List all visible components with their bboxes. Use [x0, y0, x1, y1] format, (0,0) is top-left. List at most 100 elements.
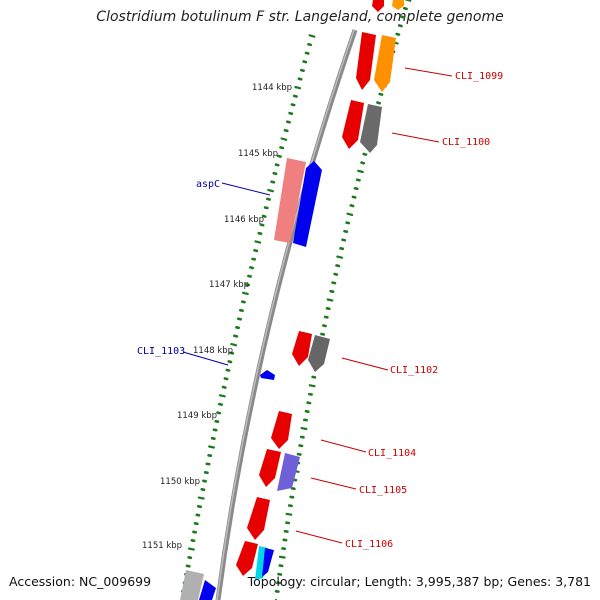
scale-tick: [331, 281, 337, 285]
scale-tick: [218, 402, 223, 406]
scale-tick: [242, 291, 249, 295]
gene-label[interactable]: CLI_1099: [455, 71, 503, 82]
scale-tick: [272, 171, 278, 176]
scale-tick: [308, 34, 316, 38]
scale-tick: [299, 68, 305, 72]
scale-tick: [299, 435, 305, 439]
scale-tick: [187, 555, 193, 560]
gene-label[interactable]: CLI_1105: [359, 485, 407, 496]
scale-tick: [241, 300, 246, 304]
scale-tick: [395, 32, 401, 36]
kbp-label: 1147 kbp: [209, 280, 249, 290]
leader-line: [391, 132, 440, 143]
gene-arrow: [292, 331, 312, 366]
kbp-label: 1150 kbp: [160, 477, 200, 487]
leader-line: [341, 357, 389, 371]
gene-arrow: [247, 497, 270, 540]
scale-tick: [210, 436, 216, 441]
scale-tick: [297, 77, 303, 81]
scale-tick: [341, 238, 347, 242]
scale-tick: [195, 513, 201, 517]
scale-tick: [353, 187, 359, 191]
gene-arrow: [372, 0, 384, 12]
accession-text: Accession: NC_009699: [9, 574, 152, 589]
gene-arrow: [274, 158, 306, 243]
genome-backbone: [215, 29, 358, 600]
scale-tick: [203, 470, 209, 475]
scale-tick: [335, 264, 341, 268]
scale-tick: [216, 411, 222, 415]
gene-label[interactable]: aspC: [196, 179, 220, 190]
scale-tick: [251, 257, 257, 261]
gene-arrow: [308, 335, 330, 372]
scale-tick: [360, 161, 366, 165]
scale-tick: [345, 221, 351, 225]
scale-tick: [197, 496, 205, 500]
gene-arrow: [271, 411, 292, 449]
scale-tick: [346, 212, 354, 216]
kbp-label: 1148 kbp: [193, 346, 233, 356]
scale-tick: [378, 92, 384, 96]
scale-tick: [400, 15, 406, 19]
scale-tick: [218, 394, 226, 398]
scale-tick: [265, 197, 271, 201]
gene-arrow: [199, 580, 216, 600]
gene-label[interactable]: CLI_1106: [345, 539, 393, 550]
gene-label[interactable]: CLI_1103: [137, 346, 185, 357]
scale-tick: [212, 428, 218, 432]
scale-tick: [214, 419, 220, 424]
scale-tick: [261, 214, 267, 218]
gene-label[interactable]: CLI_1104: [368, 448, 416, 459]
scale-tick: [221, 385, 227, 389]
gene-arrow: [236, 541, 258, 576]
scale-tick: [300, 427, 308, 431]
gene-arrow: [392, 0, 404, 10]
scale-tick: [329, 289, 335, 294]
scale-tick: [304, 409, 310, 414]
leader-line: [404, 67, 453, 77]
map-title: Clostridium botulinum F str. Langeland, …: [96, 9, 504, 25]
kbp-label: 1144 kbp: [252, 83, 292, 93]
scale-tick: [357, 169, 364, 174]
scale-tick: [397, 24, 403, 28]
gene-arrow: [180, 570, 204, 600]
scale-tick: [308, 384, 316, 388]
leader-line: [221, 182, 271, 196]
scale-tick: [263, 206, 269, 210]
scale-tick: [333, 272, 339, 276]
scale-tick: [302, 60, 308, 64]
scale-tick: [376, 101, 382, 105]
gene-arrow: [374, 35, 396, 92]
scale-tick: [278, 555, 286, 559]
scale-tick: [325, 306, 331, 311]
scale-tick: [323, 315, 329, 319]
kbp-label: 1145 kbp: [238, 149, 278, 159]
scale-tick: [304, 51, 310, 55]
gene-label[interactable]: CLI_1100: [442, 137, 490, 148]
scale-tick: [247, 274, 252, 278]
gene-label[interactable]: CLI_1102: [390, 365, 438, 376]
scale-tick: [355, 178, 361, 182]
gene-arrow: [277, 453, 300, 491]
scale-tick: [233, 334, 239, 338]
leader-line: [310, 477, 357, 490]
gene-features: [180, 0, 404, 600]
scale-tick: [306, 401, 312, 405]
scale-tick: [187, 547, 195, 551]
kbp-label: 1146 kbp: [224, 215, 264, 225]
scale-tick: [285, 120, 291, 124]
scale-tick: [362, 152, 368, 156]
scale-tick: [339, 247, 345, 251]
scale-tick: [185, 564, 191, 568]
scale-tick: [351, 195, 357, 199]
scale-tick: [321, 324, 327, 328]
scale-tick: [192, 530, 197, 534]
gene-arrow: [293, 161, 322, 247]
scale-tick: [239, 308, 244, 313]
scale-tick: [307, 42, 313, 47]
scale-tick: [274, 163, 280, 167]
scale-tick: [267, 188, 274, 193]
scale-tick: [311, 375, 317, 379]
scale-tick: [200, 487, 206, 492]
scale-tick: [404, 0, 412, 2]
